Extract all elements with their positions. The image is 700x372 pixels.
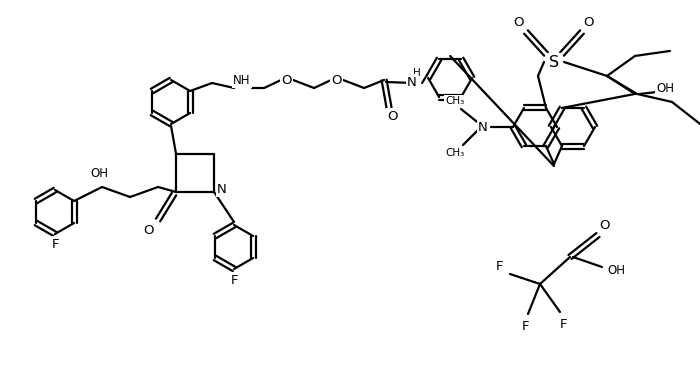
Text: OH: OH xyxy=(90,167,108,180)
Text: F: F xyxy=(230,273,238,286)
Text: N: N xyxy=(478,121,488,134)
Text: CH₃: CH₃ xyxy=(445,148,465,158)
Text: O: O xyxy=(387,109,398,122)
Text: F: F xyxy=(560,317,568,330)
Text: OH: OH xyxy=(656,83,674,96)
Text: OH: OH xyxy=(607,263,625,276)
Text: NH: NH xyxy=(233,74,251,87)
Text: N: N xyxy=(407,76,417,89)
Text: H: H xyxy=(413,68,421,78)
Text: F: F xyxy=(522,320,530,333)
Text: F: F xyxy=(496,260,504,273)
Text: O: O xyxy=(281,74,291,87)
Text: O: O xyxy=(331,74,342,87)
Text: O: O xyxy=(600,218,610,231)
Text: S: S xyxy=(549,55,559,70)
Text: CH₃: CH₃ xyxy=(445,96,465,106)
Text: O: O xyxy=(143,224,153,237)
Text: O: O xyxy=(584,16,594,29)
Text: N: N xyxy=(217,183,227,196)
Text: F: F xyxy=(51,237,59,250)
Text: O: O xyxy=(514,16,524,29)
